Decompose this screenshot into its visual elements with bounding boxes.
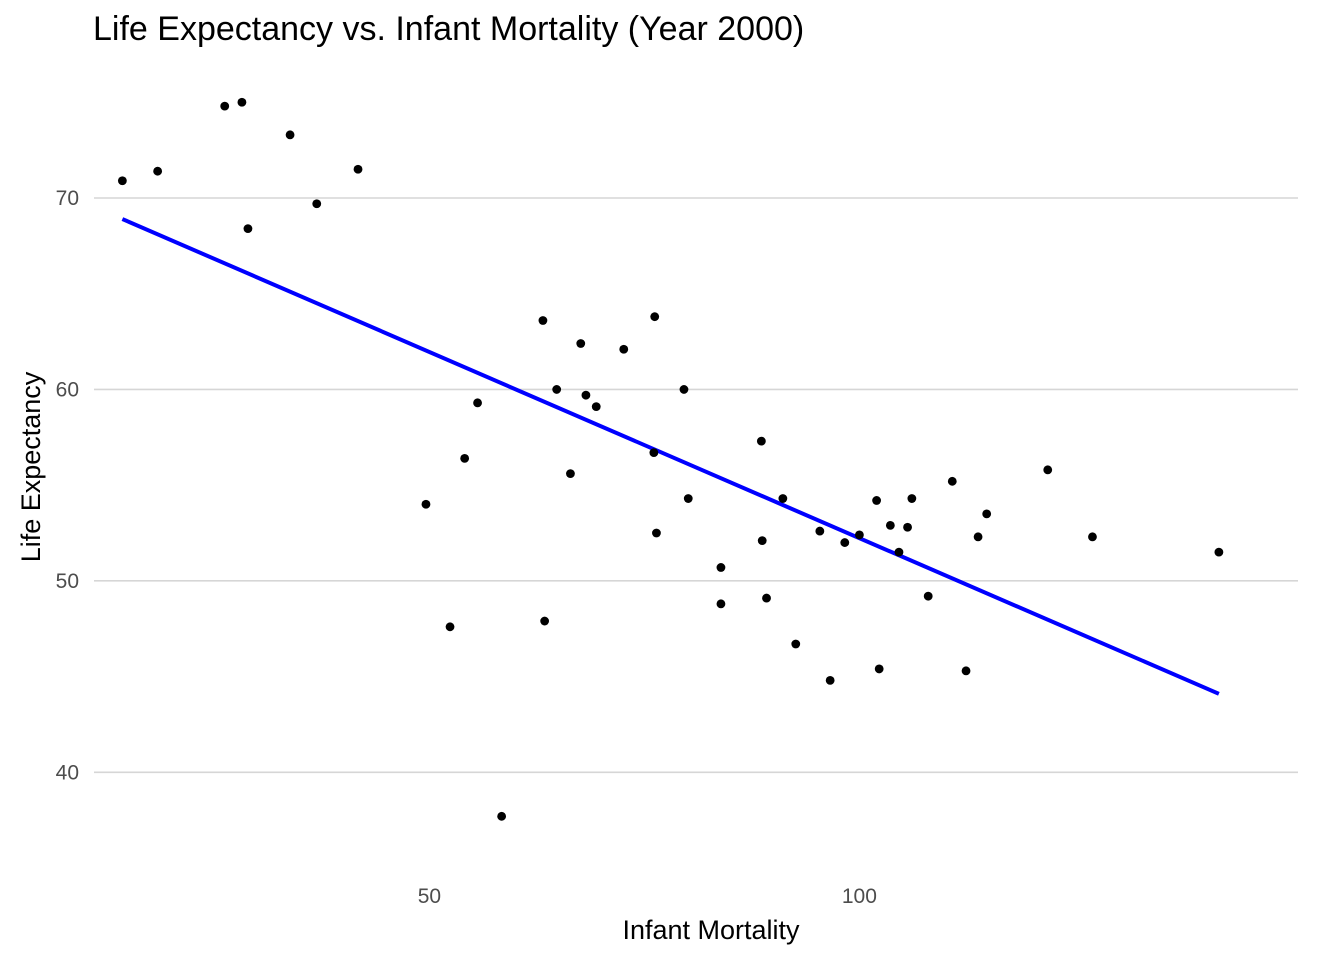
data-point — [497, 811, 507, 821]
data-point — [538, 316, 548, 325]
data-point — [683, 494, 693, 503]
data-point — [872, 496, 881, 505]
data-point — [421, 499, 431, 509]
data-point — [885, 520, 895, 530]
chart-title: Life Expectancy vs. Infant Mortality (Ye… — [93, 10, 805, 48]
data-point — [903, 522, 912, 532]
data-point — [778, 494, 788, 503]
data-point — [961, 666, 971, 676]
data-point — [1043, 465, 1053, 475]
y-tick-label: 50 — [56, 570, 79, 593]
data-point — [923, 591, 933, 601]
gridlines — [94, 197, 1298, 774]
y-tick-label: 60 — [56, 378, 79, 401]
data-point — [591, 402, 601, 412]
data-point — [894, 547, 904, 557]
data-point — [353, 164, 363, 174]
data-point — [874, 664, 884, 674]
data-point — [473, 398, 482, 408]
data-point — [117, 176, 127, 186]
data-point — [285, 130, 295, 140]
data-point — [243, 224, 253, 234]
data-point — [716, 563, 726, 572]
data-points — [117, 97, 1224, 821]
data-point — [855, 530, 864, 540]
data-point — [947, 476, 957, 486]
data-point — [237, 97, 247, 107]
data-point — [576, 339, 586, 348]
data-point — [652, 528, 661, 538]
regression-line-layer — [121, 217, 1220, 696]
data-point — [716, 599, 726, 609]
data-point — [552, 385, 562, 394]
data-point — [840, 538, 850, 547]
y-axis-ticks: 40 50 60 70 — [56, 187, 79, 784]
y-axis-title: Life Expectancy — [16, 371, 46, 562]
regression-line — [121, 217, 1220, 696]
data-point — [679, 385, 689, 394]
data-point — [650, 312, 660, 322]
data-point — [762, 593, 771, 603]
data-point — [1214, 547, 1224, 557]
x-tick-label: 50 — [418, 885, 441, 908]
data-point — [619, 344, 629, 354]
data-point — [756, 436, 766, 446]
data-point — [460, 453, 470, 463]
data-point — [312, 199, 322, 209]
x-axis-title: Infant Mortality — [622, 915, 800, 945]
data-point — [973, 532, 983, 542]
data-point — [445, 622, 455, 632]
data-point — [907, 494, 917, 503]
y-tick-label: 70 — [56, 187, 79, 210]
data-point — [825, 676, 835, 685]
data-point — [581, 390, 591, 400]
data-point — [757, 536, 767, 546]
data-point — [791, 639, 801, 649]
data-point — [540, 616, 550, 626]
data-point — [649, 448, 659, 457]
y-tick-label: 40 — [56, 761, 79, 784]
data-point — [220, 101, 230, 111]
x-tick-label: 100 — [842, 885, 877, 908]
data-point — [566, 469, 575, 479]
data-point — [982, 509, 992, 519]
x-axis-ticks: 50 100 — [418, 885, 877, 908]
data-point — [815, 526, 825, 536]
data-point — [153, 166, 163, 176]
data-point — [1088, 532, 1097, 542]
